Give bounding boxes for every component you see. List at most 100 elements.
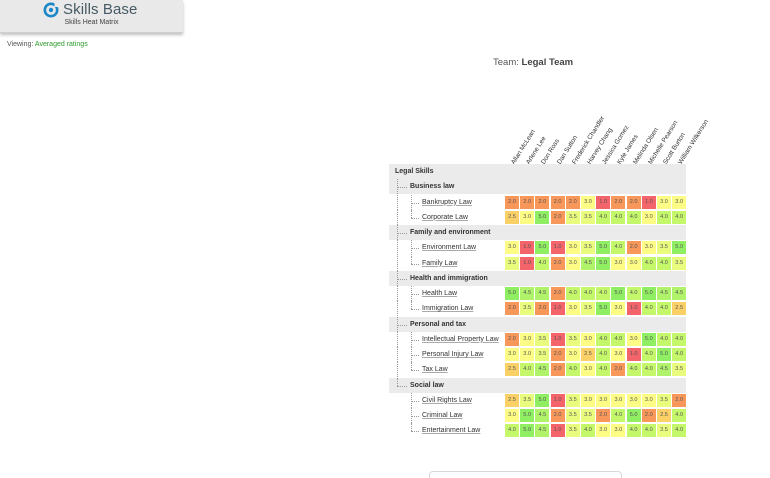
skill-label[interactable]: Criminal Law <box>422 412 463 419</box>
skill-row[interactable]: Intellectual Property Law 2.0 3.0 3.5 1.0 3.5… <box>389 331 687 347</box>
rating-cell[interactable]: 5.0 <box>596 302 611 316</box>
rating-cell[interactable]: 3.0 <box>611 424 626 438</box>
rating-cell[interactable]: 3.5 <box>672 363 687 377</box>
rating-cell[interactable]: 4.0 <box>565 363 580 377</box>
rating-cell[interactable]: 4.0 <box>641 348 656 361</box>
rating-cell[interactable]: 4.0 <box>626 424 641 438</box>
rating-cell[interactable]: 4.0 <box>535 256 550 270</box>
skill-label[interactable]: Intellectual Property Law <box>422 335 499 343</box>
rating-cell[interactable]: 2.0 <box>505 332 519 346</box>
rating-cell[interactable]: 4.5 <box>535 287 550 300</box>
rating-cell[interactable]: 3.0 <box>611 348 626 361</box>
rating-cell[interactable]: 4.0 <box>626 363 641 377</box>
rating-cell[interactable]: 4.0 <box>641 302 656 316</box>
rating-cell[interactable]: 5.0 <box>641 287 656 300</box>
rating-cell[interactable]: 4.0 <box>596 348 611 361</box>
rating-cell[interactable]: 4.0 <box>581 287 595 300</box>
rating-cell[interactable]: 1.0 <box>550 424 565 438</box>
rating-cell[interactable]: 3.0 <box>520 332 535 346</box>
rating-cell[interactable]: 4.0 <box>611 210 626 224</box>
rating-cell[interactable]: 3.0 <box>581 363 595 377</box>
rating-cell[interactable]: 3.5 <box>520 302 535 316</box>
rating-cell[interactable]: 4.0 <box>581 424 595 438</box>
skill-row[interactable]: Entertainment Law 4.0 5.0 4.5 1.0 3.5 4.0 3.0 3.… <box>389 423 687 438</box>
rating-cell[interactable]: 3.0 <box>505 241 519 255</box>
rating-cell[interactable]: 2.0 <box>550 363 565 377</box>
rating-cell[interactable]: 3.0 <box>565 348 580 361</box>
rating-cell[interactable]: 4.0 <box>672 409 687 422</box>
rating-cell[interactable]: 5.0 <box>657 348 671 361</box>
skill-label[interactable]: Entertainment Law <box>422 427 481 435</box>
rating-cell[interactable]: 4.0 <box>611 332 626 346</box>
skill-row[interactable]: Personal Injury Law 3.0 3.0 3.5 2.0 3.0 2.5 4.0… <box>389 347 687 362</box>
rating-cell[interactable]: 4.0 <box>565 287 580 300</box>
rating-cell[interactable]: 2.0 <box>535 195 550 209</box>
rating-cell[interactable]: 2.0 <box>565 195 580 209</box>
rating-cell[interactable]: 2.0 <box>550 256 565 270</box>
rating-cell[interactable]: 4.0 <box>657 332 671 346</box>
skill-row[interactable]: Health Law 5.0 4.5 4.5 2.0 4.0 4.0 4.0 5.0 4.0 5.0… <box>389 286 687 301</box>
rating-cell[interactable]: 1.0 <box>550 241 565 255</box>
rating-cell[interactable]: 5.0 <box>611 287 626 300</box>
rating-cell[interactable]: 2.0 <box>520 195 535 209</box>
rating-cell[interactable]: 3.5 <box>565 332 580 346</box>
rating-cell[interactable]: 2.5 <box>672 302 687 316</box>
skill-label[interactable]: Bankruptcy Law <box>422 198 472 206</box>
rating-cell[interactable]: 1.0 <box>626 302 641 316</box>
skill-row[interactable]: Immigration Law 2.0 3.5 2.0 1.0 3.0 3.5 5.0 3.0 1… <box>389 301 687 317</box>
rating-cell[interactable]: 3.5 <box>581 409 595 422</box>
rating-cell[interactable]: 2.0 <box>550 287 565 300</box>
rating-cell[interactable]: 5.0 <box>672 241 687 255</box>
skill-row[interactable]: Civil Rights Law 2.5 3.5 5.0 1.0 3.5 3.0 3.0 3.0… <box>389 392 687 408</box>
rating-cell[interactable]: 5.0 <box>535 393 550 407</box>
skill-label[interactable]: Health Law <box>422 290 458 297</box>
skill-row[interactable]: Criminal Law 3.0 5.0 4.5 2.0 3.5 3.5 2.0 4.0 5.0 2… <box>389 408 687 423</box>
rating-cell[interactable]: 3.0 <box>641 241 656 255</box>
rating-cell[interactable]: 5.0 <box>520 424 535 438</box>
rating-cell[interactable]: 4.5 <box>535 424 550 438</box>
rating-cell[interactable]: 4.0 <box>520 363 535 377</box>
skill-label[interactable]: Family Law <box>422 259 458 267</box>
rating-cell[interactable]: 1.0 <box>520 256 535 270</box>
rating-cell[interactable]: 4.0 <box>672 210 687 224</box>
rating-cell[interactable]: 3.5 <box>672 256 687 270</box>
rating-cell[interactable]: 3.5 <box>581 302 595 316</box>
rating-cell[interactable]: 3.5 <box>565 210 580 224</box>
rating-cell[interactable]: 4.0 <box>657 210 671 224</box>
rating-cell[interactable]: 4.0 <box>672 332 687 346</box>
rating-cell[interactable]: 3.0 <box>672 195 687 209</box>
rating-cell[interactable]: 3.5 <box>657 393 671 407</box>
rating-cell[interactable]: 3.0 <box>565 256 580 270</box>
rating-cell[interactable]: 3.0 <box>581 393 595 407</box>
rating-cell[interactable]: 3.0 <box>611 256 626 270</box>
rating-cell[interactable]: 3.0 <box>520 348 535 361</box>
skill-label[interactable]: Immigration Law <box>422 305 474 313</box>
rating-cell[interactable]: 4.0 <box>672 348 687 361</box>
rating-cell[interactable]: 3.5 <box>657 424 671 438</box>
rating-cell[interactable]: 4.5 <box>535 409 550 422</box>
rating-cell[interactable]: 2.0 <box>611 195 626 209</box>
rating-cell[interactable]: 3.5 <box>520 393 535 407</box>
skill-label[interactable]: Personal Injury Law <box>422 351 484 358</box>
rating-cell[interactable]: 2.0 <box>626 195 641 209</box>
rating-cell[interactable]: 2.5 <box>657 409 671 422</box>
skill-row[interactable]: Family Law 3.5 1.0 4.0 2.0 3.0 4.5 5.0 3.0 3.0 4.0… <box>389 255 687 271</box>
rating-cell[interactable]: 5.0 <box>641 332 656 346</box>
rating-cell[interactable]: 3.5 <box>581 210 595 224</box>
rating-cell[interactable]: 5.0 <box>535 210 550 224</box>
rating-cell[interactable]: 1.0 <box>550 332 565 346</box>
rating-cell[interactable]: 3.5 <box>581 241 595 255</box>
rating-cell[interactable]: 5.0 <box>520 409 535 422</box>
rating-cell[interactable]: 5.0 <box>596 256 611 270</box>
rating-cell[interactable]: 1.0 <box>520 241 535 255</box>
skill-label[interactable]: Tax Law <box>422 366 448 374</box>
rating-cell[interactable]: 1.0 <box>596 195 611 209</box>
rating-cell[interactable]: 4.5 <box>657 287 671 300</box>
rating-cell[interactable]: 3.5 <box>657 241 671 255</box>
rating-cell[interactable]: 1.0 <box>550 302 565 316</box>
rating-cell[interactable]: 2.0 <box>626 241 641 255</box>
rating-cell[interactable]: 3.0 <box>611 302 626 316</box>
rating-cell[interactable]: 3.5 <box>505 256 519 270</box>
rating-cell[interactable]: 3.5 <box>535 348 550 361</box>
rating-cell[interactable]: 3.5 <box>535 332 550 346</box>
